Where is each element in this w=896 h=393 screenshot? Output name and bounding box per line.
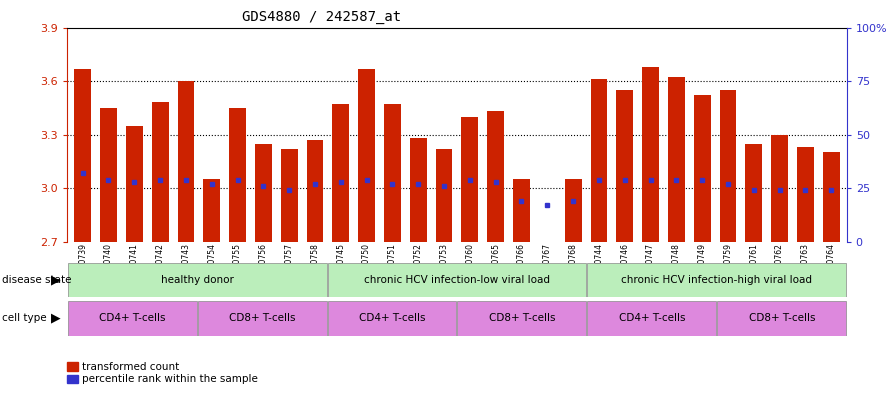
Text: CD4+ T-cells: CD4+ T-cells — [358, 313, 426, 323]
Bar — [328, 301, 456, 336]
Bar — [100, 108, 116, 242]
Text: CD4+ T-cells: CD4+ T-cells — [618, 313, 685, 323]
Bar — [255, 143, 271, 242]
Bar — [513, 179, 530, 242]
Bar — [68, 301, 196, 336]
Bar — [203, 179, 220, 242]
Text: CD8+ T-cells: CD8+ T-cells — [488, 313, 556, 323]
Bar — [719, 90, 737, 242]
Text: GDS4880 / 242587_at: GDS4880 / 242587_at — [242, 10, 401, 24]
Bar — [229, 108, 246, 242]
Bar — [332, 104, 349, 242]
Bar — [694, 95, 711, 242]
Text: CD8+ T-cells: CD8+ T-cells — [228, 313, 296, 323]
Bar — [745, 143, 762, 242]
Bar — [590, 79, 607, 242]
Text: CD4+ T-cells: CD4+ T-cells — [99, 313, 166, 323]
Text: percentile rank within the sample: percentile rank within the sample — [82, 374, 257, 384]
Bar — [177, 81, 194, 242]
Bar — [771, 134, 788, 242]
Bar — [823, 152, 840, 242]
Bar — [435, 149, 452, 242]
Text: cell type: cell type — [2, 313, 47, 323]
Bar — [616, 90, 633, 242]
Bar — [564, 179, 582, 242]
Text: ▶: ▶ — [51, 274, 61, 286]
Bar — [68, 263, 326, 297]
Bar — [718, 301, 846, 336]
Bar — [280, 149, 297, 242]
Bar — [668, 77, 685, 242]
Text: ▶: ▶ — [51, 312, 61, 325]
Bar — [358, 68, 375, 242]
Text: transformed count: transformed count — [82, 362, 179, 372]
Bar — [384, 104, 401, 242]
Bar — [409, 138, 426, 242]
Bar — [126, 126, 142, 242]
Bar — [588, 301, 716, 336]
Bar — [306, 140, 323, 242]
Bar — [328, 263, 586, 297]
Bar — [642, 67, 659, 242]
Bar — [487, 111, 504, 242]
Bar — [461, 117, 478, 242]
Bar — [198, 301, 326, 336]
Bar — [151, 103, 168, 242]
Bar — [588, 263, 846, 297]
Text: healthy donor: healthy donor — [160, 275, 234, 285]
Bar — [74, 68, 91, 242]
Text: CD8+ T-cells: CD8+ T-cells — [748, 313, 815, 323]
Bar — [458, 301, 586, 336]
Text: chronic HCV infection-high viral load: chronic HCV infection-high viral load — [621, 275, 813, 285]
Bar — [797, 147, 814, 242]
Text: disease state: disease state — [2, 275, 72, 285]
Text: chronic HCV infection-low viral load: chronic HCV infection-low viral load — [364, 275, 550, 285]
